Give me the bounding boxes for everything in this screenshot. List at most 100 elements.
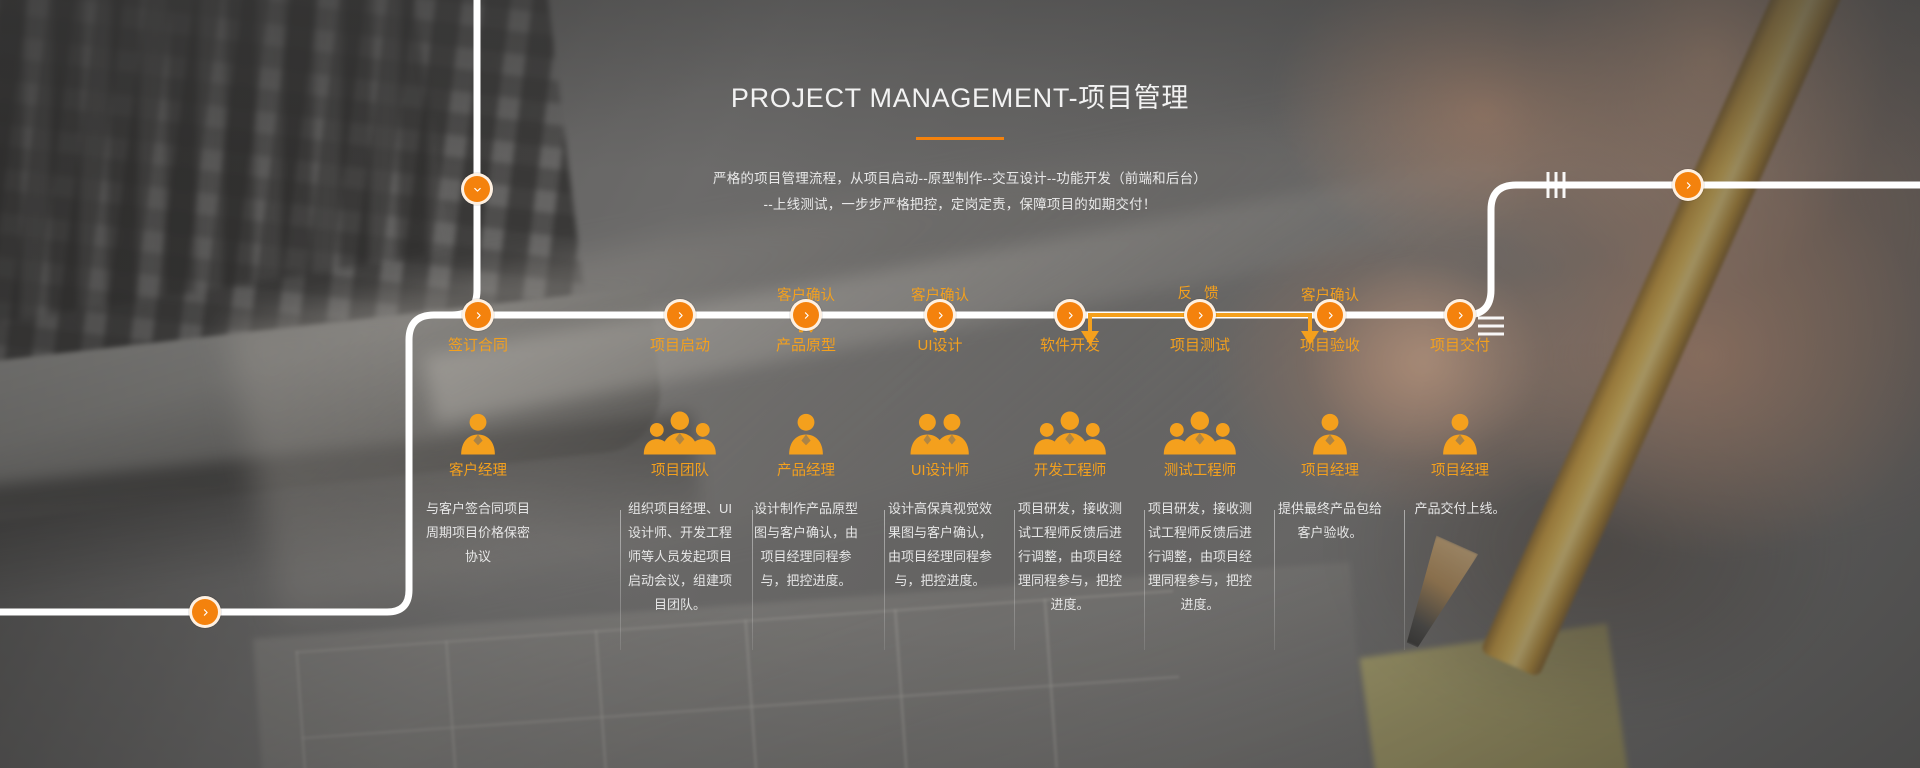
- step-role: 客户经理: [403, 408, 553, 481]
- subtitle-line-1: 严格的项目管理流程，从项目启动--原型制作--交互设计--功能开发（前端和后台）: [713, 171, 1207, 186]
- column-separator: [1144, 510, 1145, 650]
- step-role: UI设计师: [865, 408, 1015, 481]
- step-name: 签订合同: [447, 337, 508, 354]
- chevron-right-icon: [1328, 311, 1333, 319]
- column-separator: [1014, 510, 1015, 650]
- role-icon-wrap: [865, 408, 1015, 456]
- step-name: 项目交付: [1429, 337, 1490, 354]
- timeline-step-node[interactable]: [1054, 299, 1086, 331]
- timeline-step[interactable]: 签订合同 客户经理 与客户签合同项目周期项目价格保密协议: [403, 288, 553, 569]
- role-icon-wrap: [731, 408, 881, 456]
- step-description: 提供最终产品包给客户验收。: [1278, 501, 1383, 540]
- step-role: 产品经理: [731, 408, 881, 481]
- timeline-step-node[interactable]: [790, 299, 822, 331]
- timeline-step[interactable]: 项目启动 项目团队 组织项目经理、UI设计师、开发工程师等人员发起项目启动会议，…: [605, 288, 755, 617]
- timeline-step[interactable]: 软件开发 开发工程师 项目研发，接收测试工程师反馈后进行调整，由项目经理同程参与…: [995, 288, 1145, 617]
- chevron-right-icon: [203, 608, 208, 616]
- step-description: 项目研发，接收测试工程师反馈后进行调整，由项目经理同程参与，把控进度。: [1018, 501, 1123, 612]
- step-confirm-label: 客户确认: [777, 288, 835, 304]
- person-single-icon: [461, 413, 495, 455]
- page-header: PROJECT MANAGEMENT-项目管理 严格的项目管理流程，从项目启动-…: [0, 0, 1920, 218]
- subtitle-line-2: --上线测试，一步步严格把控，定岗定责，保障项目的如期交付！: [763, 197, 1157, 212]
- chevron-right-icon: [476, 311, 481, 319]
- step-role: 项目团队: [605, 408, 755, 481]
- subtitle-block: 严格的项目管理流程，从项目启动--原型制作--交互设计--功能开发（前端和后台）…: [0, 166, 1920, 218]
- step-description: 产品交付上线。: [1414, 501, 1506, 516]
- person-single-icon: [1313, 413, 1347, 455]
- step-role: 测试工程师: [1125, 408, 1275, 481]
- role-name: UI设计师: [911, 463, 969, 479]
- role-name: 项目经理: [1431, 463, 1489, 479]
- role-icon-wrap: [1385, 408, 1535, 456]
- column-separator: [1404, 510, 1405, 650]
- step-description: 组织项目经理、UI设计师、开发工程师等人员发起项目启动会议，组建项目团队。: [628, 501, 733, 612]
- step-description: 项目研发，接收测试工程师反馈后进行调整，由项目经理同程参与，把控进度。: [1148, 501, 1253, 612]
- step-name: 产品原型: [775, 337, 836, 354]
- role-icon-wrap: [1255, 408, 1405, 456]
- timeline-step-node[interactable]: [664, 299, 696, 331]
- person-pair-icon: [910, 413, 970, 455]
- step-description: 设计高保真视觉效果图与客户确认，由项目经理同程参与，把控进度。: [888, 501, 993, 588]
- role-name: 项目经理: [1301, 463, 1359, 479]
- timeline-step[interactable]: 客户确认 产品原型 产品经理 设计制作产品原型图与客户确认，由项目经理同程参与，…: [731, 288, 881, 593]
- step-name: 项目验收: [1299, 337, 1360, 354]
- step-role: 开发工程师: [995, 408, 1145, 481]
- chevron-right-icon: [1458, 311, 1463, 319]
- role-name: 项目团队: [651, 463, 709, 479]
- chevron-right-icon: [1686, 181, 1691, 189]
- column-separator: [752, 510, 753, 650]
- column-separator: [884, 510, 885, 650]
- timeline-step[interactable]: 项目交付 项目经理 产品交付上线。: [1385, 288, 1535, 521]
- timeline-step-node[interactable]: [1184, 299, 1216, 331]
- step-name: 项目测试: [1169, 337, 1230, 354]
- step-role: 项目经理: [1385, 408, 1535, 481]
- step-name: 项目启动: [649, 337, 710, 354]
- chevron-right-icon: [938, 311, 943, 319]
- column-separator: [1274, 510, 1275, 650]
- top-left-entry-node[interactable]: [461, 173, 493, 205]
- timeline-step-node[interactable]: [462, 299, 494, 331]
- step-confirm-label: 客户确认: [1301, 288, 1359, 304]
- column-separator: [620, 510, 621, 650]
- step-description: 设计制作产品原型图与客户确认，由项目经理同程参与，把控进度。: [754, 501, 859, 588]
- bottom-left-exit-node[interactable]: [189, 596, 221, 628]
- role-name: 客户经理: [449, 463, 507, 479]
- chevron-right-icon: [1068, 311, 1073, 319]
- chevron-right-icon: [678, 311, 683, 319]
- top-right-exit-node[interactable]: [1672, 169, 1704, 201]
- step-confirm-label: 客户确认: [911, 288, 969, 304]
- step-name: UI设计: [917, 337, 963, 354]
- page-title: PROJECT MANAGEMENT-项目管理: [730, 83, 1190, 113]
- chevron-right-icon: [1198, 311, 1203, 319]
- step-role: 项目经理: [1255, 408, 1405, 481]
- timeline-step[interactable]: 客户确认 项目验收 项目经理 提供最终产品包给客户验收。: [1255, 288, 1405, 545]
- background-hand-knuckle: [1260, 210, 1590, 510]
- person-single-icon: [1443, 413, 1477, 455]
- person-group-icon: [643, 411, 717, 455]
- role-icon-wrap: [605, 408, 755, 456]
- role-name: 产品经理: [777, 463, 835, 479]
- role-name: 测试工程师: [1163, 463, 1237, 479]
- chevron-down-icon: [473, 187, 481, 192]
- timeline-step-node[interactable]: [924, 299, 956, 331]
- timeline-step-node[interactable]: [1314, 299, 1346, 331]
- person-single-icon: [789, 413, 823, 455]
- timeline-step[interactable]: 项目测试 测试工程师 项目研发，接收测试工程师反馈后进行调整，由项目经理同程参与…: [1125, 288, 1275, 617]
- step-name: 软件开发: [1039, 337, 1100, 354]
- step-description: 与客户签合同项目周期项目价格保密协议: [426, 501, 531, 564]
- role-icon-wrap: [403, 408, 553, 456]
- timeline-step[interactable]: 客户确认 UI设计 UI设计师 设计高保真视觉效果图与客户确认，由项目经理同程参…: [865, 288, 1015, 593]
- chevron-right-icon: [804, 311, 809, 319]
- feedback-label: 反 馈: [1177, 286, 1223, 302]
- person-group-icon: [1163, 411, 1237, 455]
- role-name: 开发工程师: [1033, 463, 1107, 479]
- role-icon-wrap: [995, 408, 1145, 456]
- person-group-icon: [1033, 411, 1107, 455]
- timeline-step-node[interactable]: [1444, 299, 1476, 331]
- title-underline: [916, 137, 1004, 140]
- role-icon-wrap: [1125, 408, 1275, 456]
